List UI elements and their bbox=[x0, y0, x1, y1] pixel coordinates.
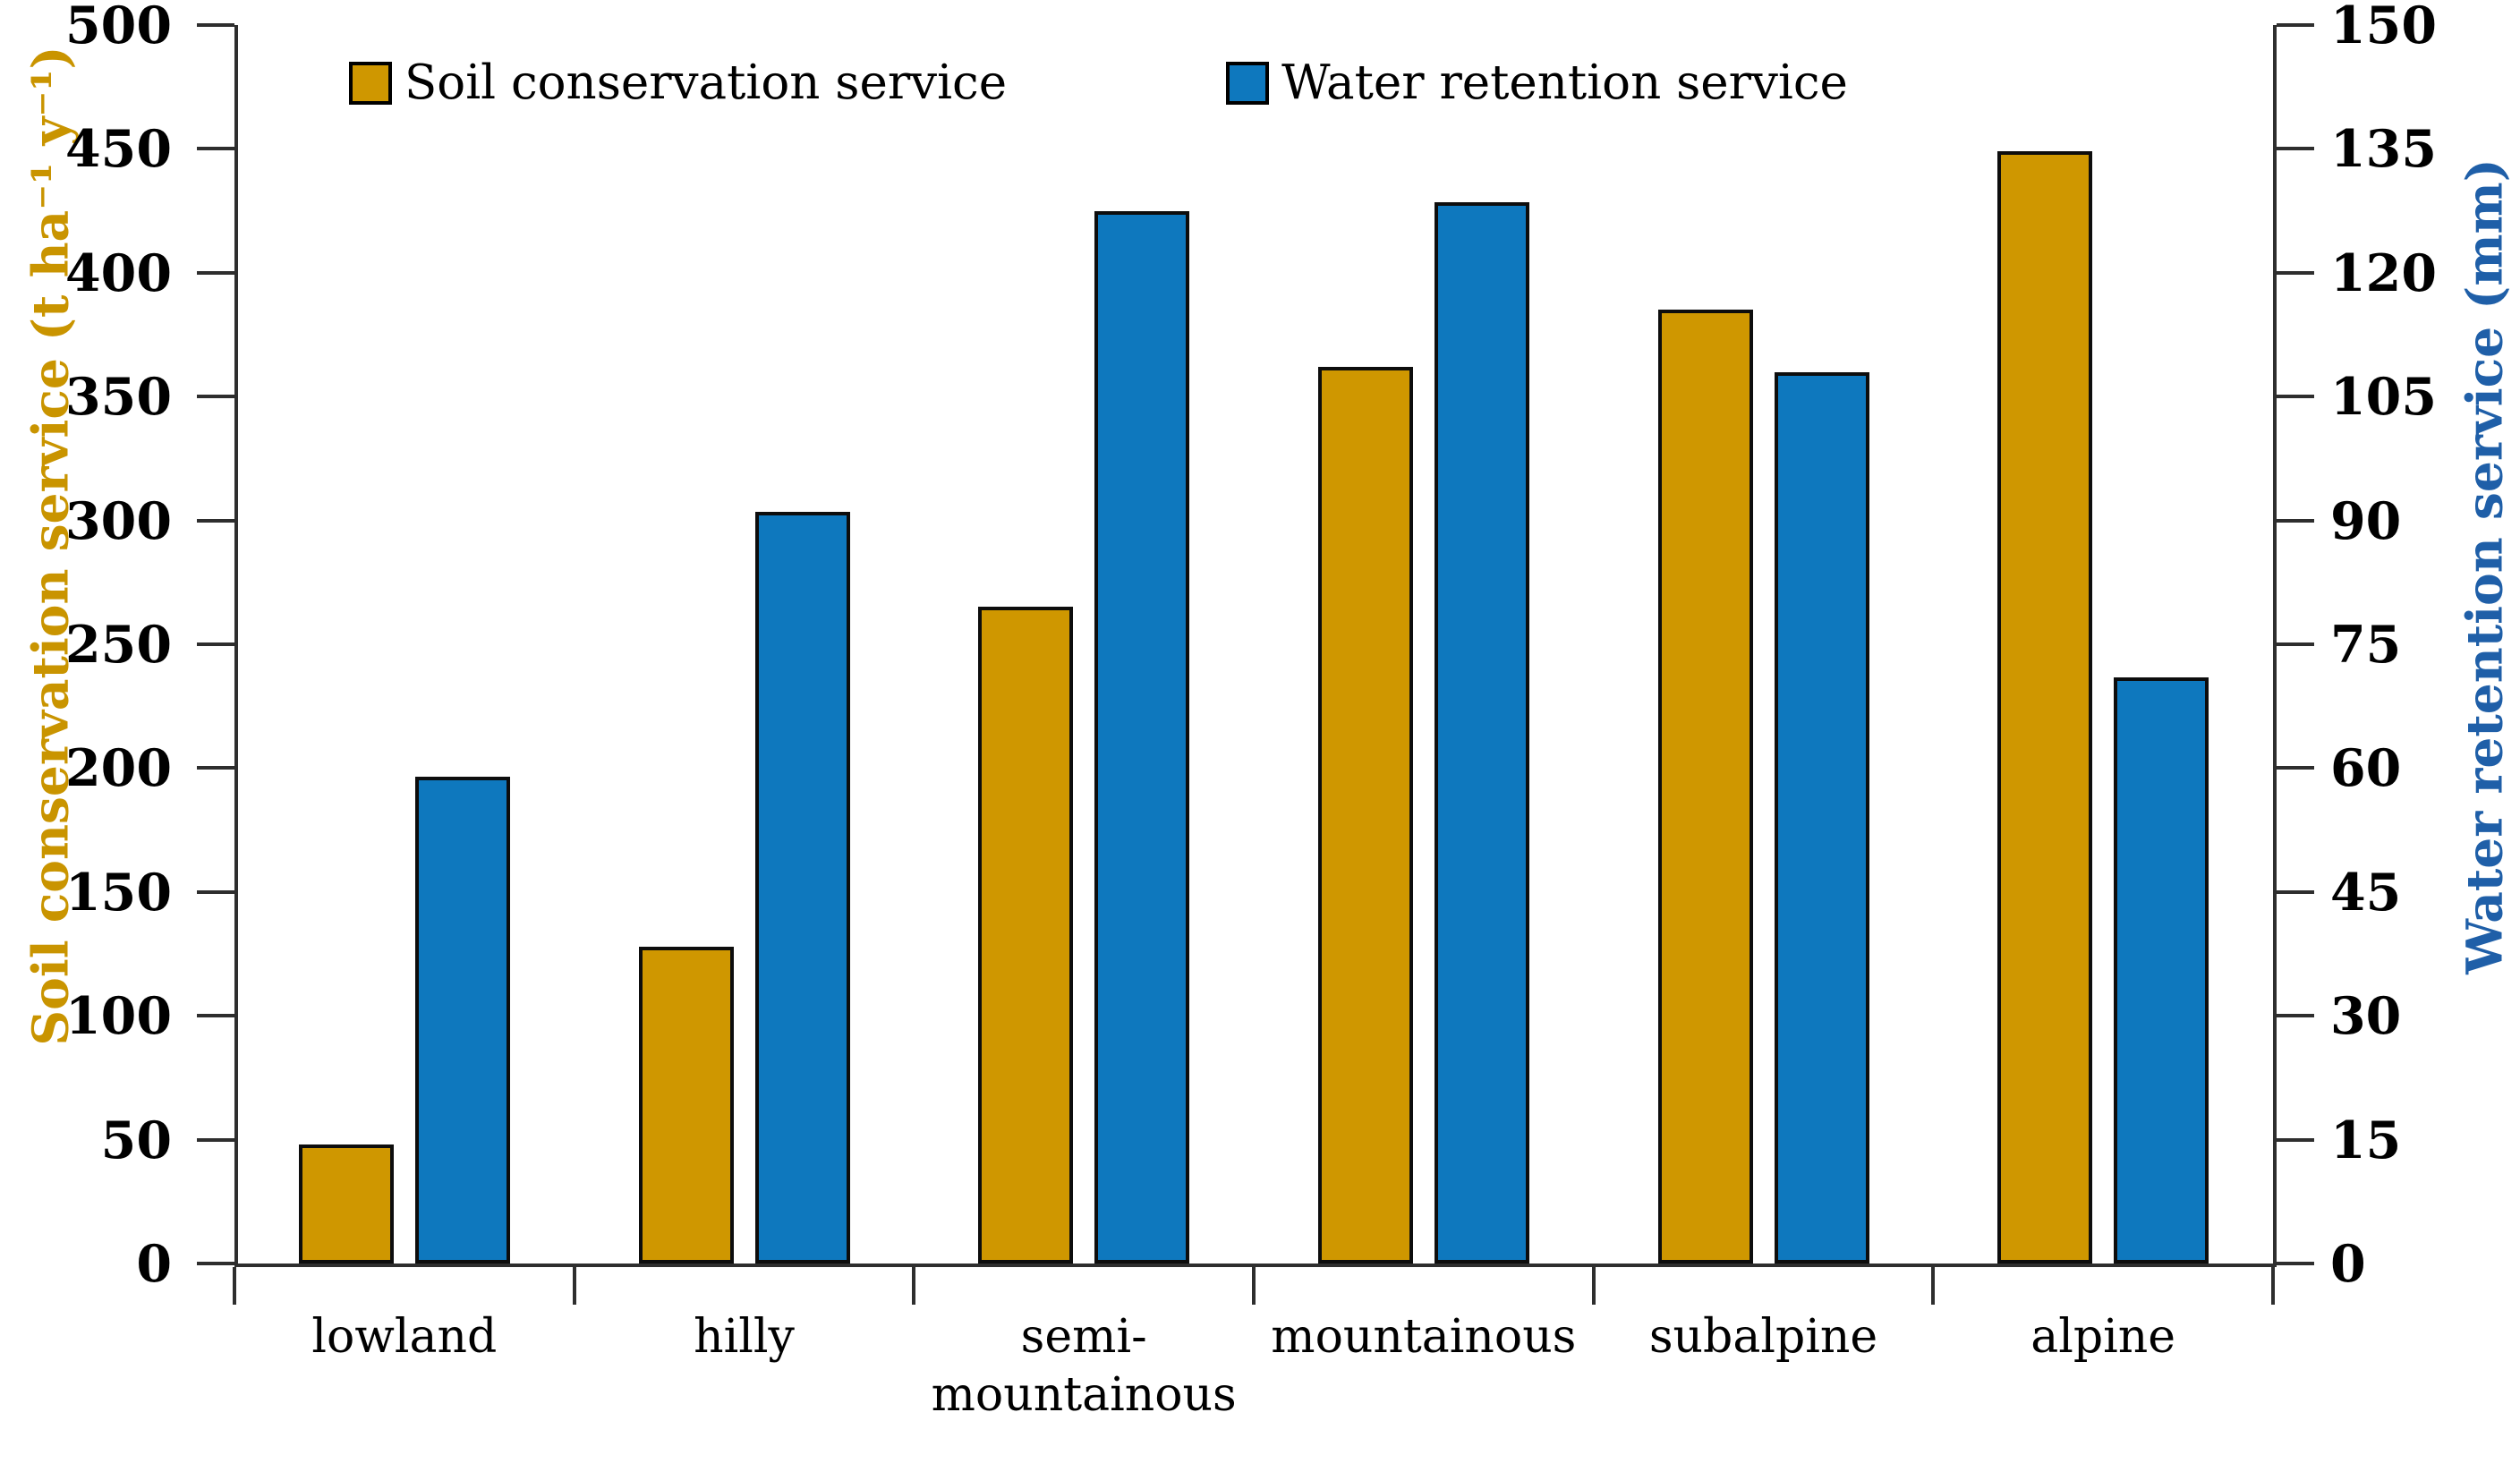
right-axis-tick-label: 75 bbox=[2330, 615, 2402, 675]
category-label: alpine bbox=[2030, 1310, 2176, 1364]
left-axis-tick bbox=[197, 766, 234, 770]
right-axis-tick bbox=[2277, 1014, 2314, 1018]
left-axis-tick bbox=[197, 23, 234, 27]
right-axis-tick-label: 0 bbox=[2330, 1234, 2366, 1294]
bar-soil-alpine bbox=[1997, 151, 2093, 1264]
soil-series-swatch-icon bbox=[349, 61, 392, 105]
legend-item-soil: Soil conservation service bbox=[349, 55, 1007, 110]
right-axis-tick-label: 105 bbox=[2330, 367, 2437, 428]
water-series-swatch-icon bbox=[1226, 61, 1270, 105]
right-axis-tick bbox=[2277, 270, 2314, 275]
category-label: semi-mountainous bbox=[931, 1310, 1237, 1422]
bar-water-mountainous bbox=[1434, 202, 1529, 1264]
bar-water-semi-mountainous bbox=[1094, 210, 1190, 1264]
bar-water-subalpine bbox=[1774, 371, 1869, 1264]
left-axis-tick bbox=[197, 147, 234, 151]
left-axis-tick bbox=[197, 518, 234, 523]
right-axis-tick bbox=[2277, 395, 2314, 399]
left-axis-tick-label: 200 bbox=[65, 738, 172, 799]
right-axis-tick bbox=[2277, 642, 2314, 646]
left-axis-tick bbox=[197, 395, 234, 399]
left-y-axis-line bbox=[234, 25, 238, 1264]
bar-soil-subalpine bbox=[1657, 310, 1753, 1264]
category-label: subalpine bbox=[1648, 1310, 1878, 1364]
right-axis-tick-label: 15 bbox=[2330, 1110, 2402, 1170]
left-axis-tick-label: 350 bbox=[65, 367, 172, 428]
x-axis-tick bbox=[2271, 1267, 2275, 1305]
left-axis-tick bbox=[197, 889, 234, 894]
bar-soil-lowland bbox=[298, 1144, 394, 1264]
legend: Soil conservation service Water retentio… bbox=[349, 55, 1848, 110]
right-axis-tick bbox=[2277, 889, 2314, 894]
left-axis-tick-label: 400 bbox=[65, 242, 172, 303]
right-axis-tick bbox=[2277, 147, 2314, 151]
left-axis-tick bbox=[197, 1014, 234, 1018]
left-axis-tick-label: 0 bbox=[136, 1234, 172, 1294]
x-axis-tick bbox=[572, 1267, 576, 1305]
bar-soil-hilly bbox=[638, 946, 734, 1264]
legend-label-soil: Soil conservation service bbox=[404, 55, 1008, 110]
x-axis-tick bbox=[233, 1267, 236, 1305]
left-axis-tick-label: 500 bbox=[65, 0, 172, 55]
bar-water-lowland bbox=[414, 776, 510, 1264]
left-axis-tick bbox=[197, 1262, 234, 1265]
category-label: lowland bbox=[311, 1310, 498, 1364]
right-axis-tick-label: 150 bbox=[2330, 0, 2437, 55]
right-axis-tick-label: 30 bbox=[2330, 986, 2402, 1047]
left-axis-tick-label: 450 bbox=[65, 119, 172, 180]
right-axis-tick bbox=[2277, 23, 2314, 27]
bar-water-hilly bbox=[754, 512, 850, 1264]
left-axis-tick-label: 50 bbox=[100, 1110, 172, 1170]
x-axis-tick bbox=[912, 1267, 916, 1305]
right-axis-tick-label: 90 bbox=[2330, 490, 2402, 551]
category-label: hilly bbox=[694, 1310, 795, 1364]
left-axis-tick-label: 300 bbox=[65, 490, 172, 551]
right-y-axis-line bbox=[2273, 25, 2277, 1264]
bar-soil-semi-mountainous bbox=[978, 607, 1074, 1264]
left-axis-tick-label: 150 bbox=[65, 862, 172, 923]
left-axis-tick bbox=[197, 270, 234, 275]
legend-item-water: Water retention service bbox=[1226, 55, 1848, 110]
left-axis-tick-label: 100 bbox=[65, 986, 172, 1047]
right-axis-tick bbox=[2277, 518, 2314, 523]
right-axis-tick bbox=[2277, 1262, 2314, 1265]
x-axis-tick bbox=[1252, 1267, 1256, 1305]
right-axis-tick-label: 135 bbox=[2330, 119, 2437, 180]
right-axis-tick bbox=[2277, 766, 2314, 770]
bar-soil-mountainous bbox=[1317, 366, 1413, 1264]
right-axis-tick-label: 60 bbox=[2330, 738, 2402, 799]
left-axis-tick bbox=[197, 642, 234, 646]
x-axis-tick bbox=[1591, 1267, 1596, 1305]
right-axis-tick bbox=[2277, 1137, 2314, 1142]
legend-label-water: Water retention service bbox=[1281, 55, 1848, 110]
x-axis-line bbox=[234, 1264, 2277, 1267]
right-axis-title: Water retention service (mm) bbox=[2455, 158, 2514, 974]
left-axis-tick-label: 250 bbox=[65, 615, 172, 675]
bar-water-alpine bbox=[2114, 676, 2209, 1264]
left-axis-tick bbox=[197, 1137, 234, 1142]
right-axis-tick-label: 45 bbox=[2330, 862, 2402, 923]
right-axis-tick-label: 120 bbox=[2330, 242, 2437, 303]
category-label: mountainous bbox=[1271, 1310, 1577, 1364]
x-axis-tick bbox=[1931, 1267, 1936, 1305]
